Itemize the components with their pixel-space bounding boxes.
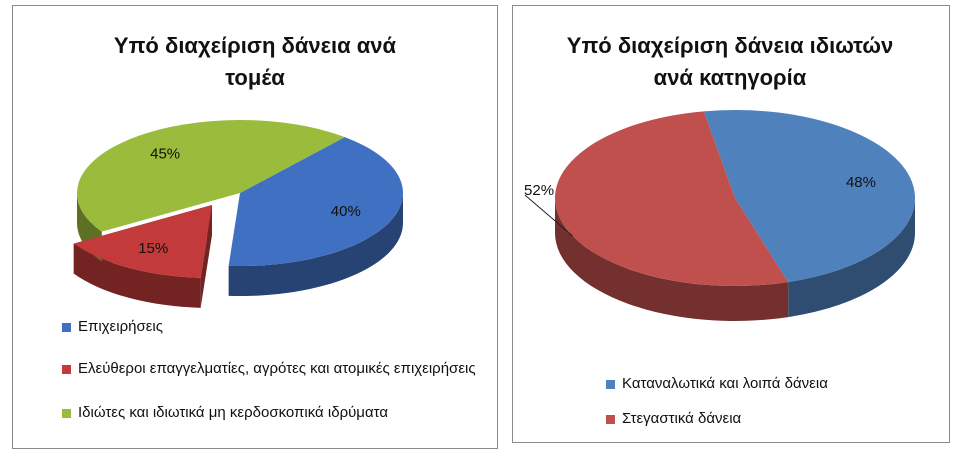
chart-title: Υπό διαχείριση δάνεια ιδιωτών ανά κατηγο… bbox=[566, 33, 894, 90]
legend-swatch bbox=[62, 365, 71, 374]
slice bbox=[703, 109, 916, 283]
legend-item: Στεγαστικά δάνεια bbox=[606, 410, 922, 428]
slice-side bbox=[555, 198, 789, 321]
legend-item: Ιδιώτες και ιδιωτικά μη κερδοσκοπικά ιδρ… bbox=[62, 404, 478, 422]
slice bbox=[76, 119, 345, 232]
slice bbox=[228, 137, 404, 266]
legend-swatch bbox=[606, 380, 615, 389]
legend-swatch bbox=[62, 409, 71, 418]
chart-title: Υπό διαχείριση δάνεια ανά τομέα bbox=[113, 33, 397, 90]
legend-item: Επιχειρήσεις bbox=[62, 318, 478, 336]
slice-side bbox=[788, 198, 915, 318]
slice-side bbox=[73, 243, 201, 308]
data-label: 15% bbox=[138, 240, 168, 257]
data-label: 52% bbox=[524, 182, 554, 199]
leader-line bbox=[524, 194, 573, 237]
data-label: 48% bbox=[846, 174, 876, 191]
legend-swatch bbox=[606, 415, 615, 424]
data-label: 40% bbox=[331, 203, 361, 220]
slice-side bbox=[228, 193, 403, 296]
slice bbox=[555, 111, 789, 286]
slice bbox=[73, 205, 212, 278]
legend-item: Καταναλωτικά και λοιπά δάνεια bbox=[606, 375, 922, 393]
legend-swatch bbox=[62, 323, 71, 332]
data-label: 45% bbox=[150, 145, 180, 162]
legend-item: Ελεύθεροι επαγγελματίες, αγρότες και ατο… bbox=[62, 360, 478, 378]
